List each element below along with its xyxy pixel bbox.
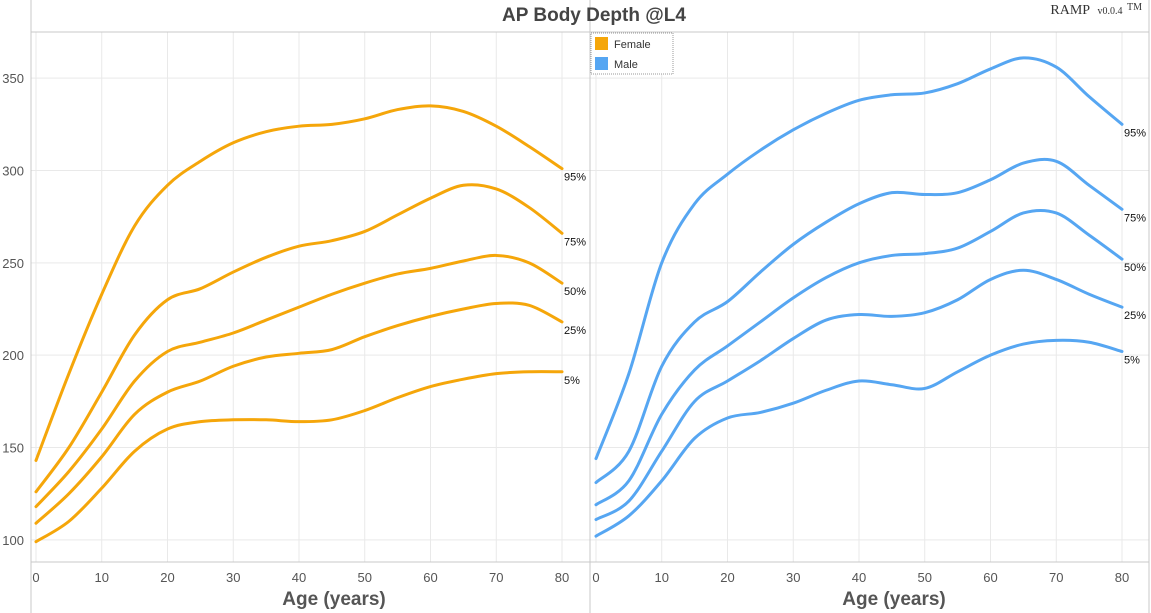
male-series-50-pct [594,208,1124,507]
female-x-tick-label-50: 50 [358,570,372,585]
female-x-tick-label-80: 80 [555,570,569,585]
legend-female-label: Female [614,39,651,51]
female-x-tick-label-10: 10 [95,570,109,585]
male-x-tick-label-70: 70 [1049,570,1063,585]
female-x-tick-label-40: 40 [292,570,306,585]
male-series-95-pct [594,56,1124,461]
brand-name: RAMP [1050,3,1090,18]
y-tick-label-200: 200 [2,348,24,363]
y-tick-label-250: 250 [2,256,24,271]
male-series-5-pct [594,338,1124,538]
y-tick-label-100: 100 [2,533,24,548]
male-x-tick-label-0: 0 [592,570,599,585]
chart-title: AP Body Depth @L4 [502,5,686,26]
male-series-label-5-pct: 5% [1124,354,1140,366]
frame-layer [30,0,1150,613]
legend-female-swatch [595,37,608,50]
female-series-label-50-pct: 50% [564,286,586,298]
female-series-label-95-pct: 95% [564,172,586,184]
male-series-label-50-pct: 50% [1124,262,1146,274]
legend-male-label: Male [614,59,638,71]
male-series-25-pct [594,268,1124,522]
female-x-axis-label: Age (years) [282,589,386,610]
legend-male-swatch [595,57,608,70]
female-series-label-75-pct: 75% [564,236,586,248]
female-x-tick-label-30: 30 [226,570,240,585]
legend[interactable]: Female Male [590,32,674,75]
male-series-label-95-pct: 95% [1124,127,1146,139]
brand-mark: TM [1127,2,1142,13]
male-x-tick-label-60: 60 [983,570,997,585]
female-series-5-pct [34,370,564,544]
male-series-label-25-pct: 25% [1124,310,1146,322]
female-x-tick-label-20: 20 [160,570,174,585]
female-series-label-25-pct: 25% [564,325,586,337]
male-x-tick-label-50: 50 [918,570,932,585]
male-x-tick-label-10: 10 [655,570,669,585]
y-tick-label-300: 300 [2,164,24,179]
female-x-tick-label-0: 0 [32,570,39,585]
male-series-label-75-pct: 75% [1124,212,1146,224]
male-x-tick-label-40: 40 [852,570,866,585]
male-x-tick-label-20: 20 [720,570,734,585]
male-x-axis-label: Age (years) [842,589,946,610]
male-x-tick-label-30: 30 [786,570,800,585]
brand-label: RAMP v0.0.4 TM [1050,1,1142,18]
y-tick-label-350: 350 [2,71,24,86]
female-x-tick-label-70: 70 [489,570,503,585]
female-x-tick-label-60: 60 [423,570,437,585]
male-series-75-pct [594,157,1124,485]
female-series-25-pct [34,301,564,525]
female-series-label-5-pct: 5% [564,375,580,387]
brand-version: v0.0.4 [1098,6,1123,17]
female-series-75-pct [34,183,564,494]
lines-layer [34,56,1124,544]
male-x-tick-label-80: 80 [1115,570,1129,585]
female-series-95-pct [34,104,564,462]
y-tick-label-150: 150 [2,441,24,456]
female-series-50-pct [34,253,564,509]
